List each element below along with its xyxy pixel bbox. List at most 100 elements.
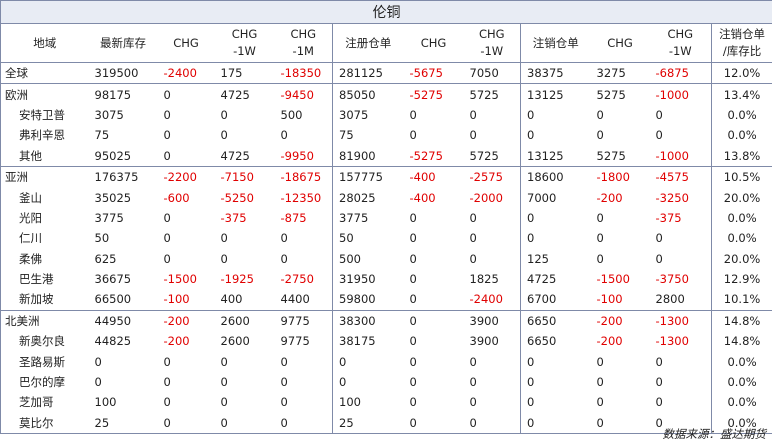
value-cell: -9450 [274, 83, 333, 105]
value-cell: 0 [655, 375, 663, 390]
value-cell: 0 [409, 210, 417, 225]
ratio-cell: 10.1% [710, 289, 772, 311]
column-header-line: CHG [290, 27, 317, 41]
value-cell: -5250 [220, 190, 254, 205]
value-cell: 400 [220, 292, 243, 307]
value-cell: 125 [520, 248, 591, 269]
value-cell: -7150 [214, 165, 275, 188]
value-cell: 0 [596, 375, 604, 390]
value-cell: 0 [520, 371, 591, 393]
table-row: 柔佛 625 0 0 0 500 0 0 125 0 0 20.0% [0, 248, 772, 269]
value-cell: -1500 [596, 272, 630, 287]
value-cell: 9775 [280, 334, 310, 349]
ratio-cell: 0.0% [710, 412, 772, 435]
value-cell: 0 [220, 128, 228, 143]
value-cell: -9950 [280, 148, 314, 163]
value-cell: 0 [280, 375, 288, 390]
column-header-line: -1W [480, 44, 504, 58]
value-cell: 0 [409, 231, 417, 246]
value-cell: 0 [94, 354, 102, 369]
region-cell: 其他 [0, 145, 89, 167]
value-cell: 0 [596, 231, 604, 246]
table-row: 釜山 35025 -600 -5250 -12350 28025 -400 -2000 7000… [0, 187, 772, 208]
value-cell: 38175 [332, 331, 404, 352]
value-cell: 0 [655, 354, 663, 369]
column-header-line: CHG [231, 27, 258, 41]
data-source: 数据来源：盛达期货 [662, 427, 767, 441]
value-cell: 3075 [94, 107, 124, 122]
value-cell: 500 [280, 107, 303, 122]
value-cell: -375 [655, 210, 682, 225]
value-cell: 0 [469, 375, 477, 390]
value-cell: 0 [596, 251, 604, 266]
value-cell: 0 [163, 354, 171, 369]
value-cell: 0 [220, 107, 228, 122]
value-cell: 7050 [463, 61, 521, 84]
region-cell: 芝加哥 [0, 392, 89, 413]
table-row: 光阳 3775 0 -375 -875 3775 0 0 0 0 -375 0.0% [0, 207, 772, 229]
value-cell: 0 [409, 251, 417, 266]
value-cell: -400 [403, 165, 464, 188]
value-cell: -100 [596, 292, 623, 307]
value-cell: 0 [520, 228, 591, 249]
ratio-cell: 0.0% [710, 228, 772, 249]
value-cell: 4725 [220, 148, 250, 163]
column-header-line: CHG [667, 27, 694, 41]
value-cell: 0 [520, 207, 591, 229]
table-title: 伦铜 [0, 0, 772, 24]
value-cell: 98175 [88, 83, 158, 105]
value-cell: 7000 [520, 187, 591, 208]
value-cell: 0 [274, 412, 333, 435]
value-cell: 0 [409, 334, 417, 349]
value-cell: 81900 [332, 145, 404, 167]
value-cell: 0 [409, 292, 417, 307]
value-cell: 0 [469, 107, 477, 122]
value-cell: 0 [280, 354, 288, 369]
value-cell: 59800 [332, 289, 404, 311]
value-cell: 0 [163, 395, 171, 410]
value-cell: 0 [163, 231, 171, 246]
table-row: 全球 319500 -2400 175 -18350 281125 -5675 7050 383… [0, 61, 772, 84]
value-cell: -1500 [163, 272, 197, 287]
value-cell: 500 [332, 248, 404, 269]
value-cell: 100 [332, 392, 404, 413]
ratio-cell: 0.0% [710, 104, 772, 126]
column-header-line: -1M [292, 44, 314, 58]
value-cell: 3900 [469, 334, 499, 349]
value-cell: 36675 [94, 272, 132, 287]
column-header: CHG -1W [649, 23, 712, 63]
value-cell: 0 [469, 210, 477, 225]
value-cell: 0 [409, 395, 417, 410]
value-cell: -375 [220, 210, 247, 225]
value-cell: 0 [469, 231, 477, 246]
value-cell: 5725 [469, 148, 499, 163]
value-cell: 0 [520, 412, 591, 435]
region-cell: 巴生港 [0, 268, 89, 290]
value-cell: 5275 [590, 83, 650, 105]
region-cell: 柔佛 [0, 248, 89, 269]
value-cell: 0 [332, 371, 404, 393]
column-header: CHG [590, 23, 650, 63]
value-cell: 0 [220, 231, 228, 246]
value-cell: -600 [163, 190, 190, 205]
value-cell: 4400 [280, 292, 310, 307]
column-header-line: 地域 [33, 35, 57, 50]
value-cell: 319500 [88, 61, 158, 84]
value-cell: 0 [403, 412, 464, 435]
value-cell: 50 [94, 231, 110, 246]
column-header: 最新库存 [88, 23, 158, 63]
value-cell: 0 [214, 412, 275, 435]
ratio-cell: 12.0% [710, 61, 772, 84]
ratio-cell: 14.8% [710, 331, 772, 352]
value-cell: 0 [655, 107, 663, 122]
region-cell: 新奥尔良 [0, 331, 89, 352]
value-cell: 0 [520, 125, 591, 146]
column-header: CHG -1M [274, 23, 333, 63]
value-cell: -200 [596, 190, 623, 205]
column-header-line: CHG [420, 35, 447, 50]
value-cell: -2200 [157, 165, 215, 188]
value-cell: 6650 [520, 331, 591, 352]
region-cell: 釜山 [0, 187, 89, 208]
ratio-cell: 13.4% [710, 83, 772, 105]
